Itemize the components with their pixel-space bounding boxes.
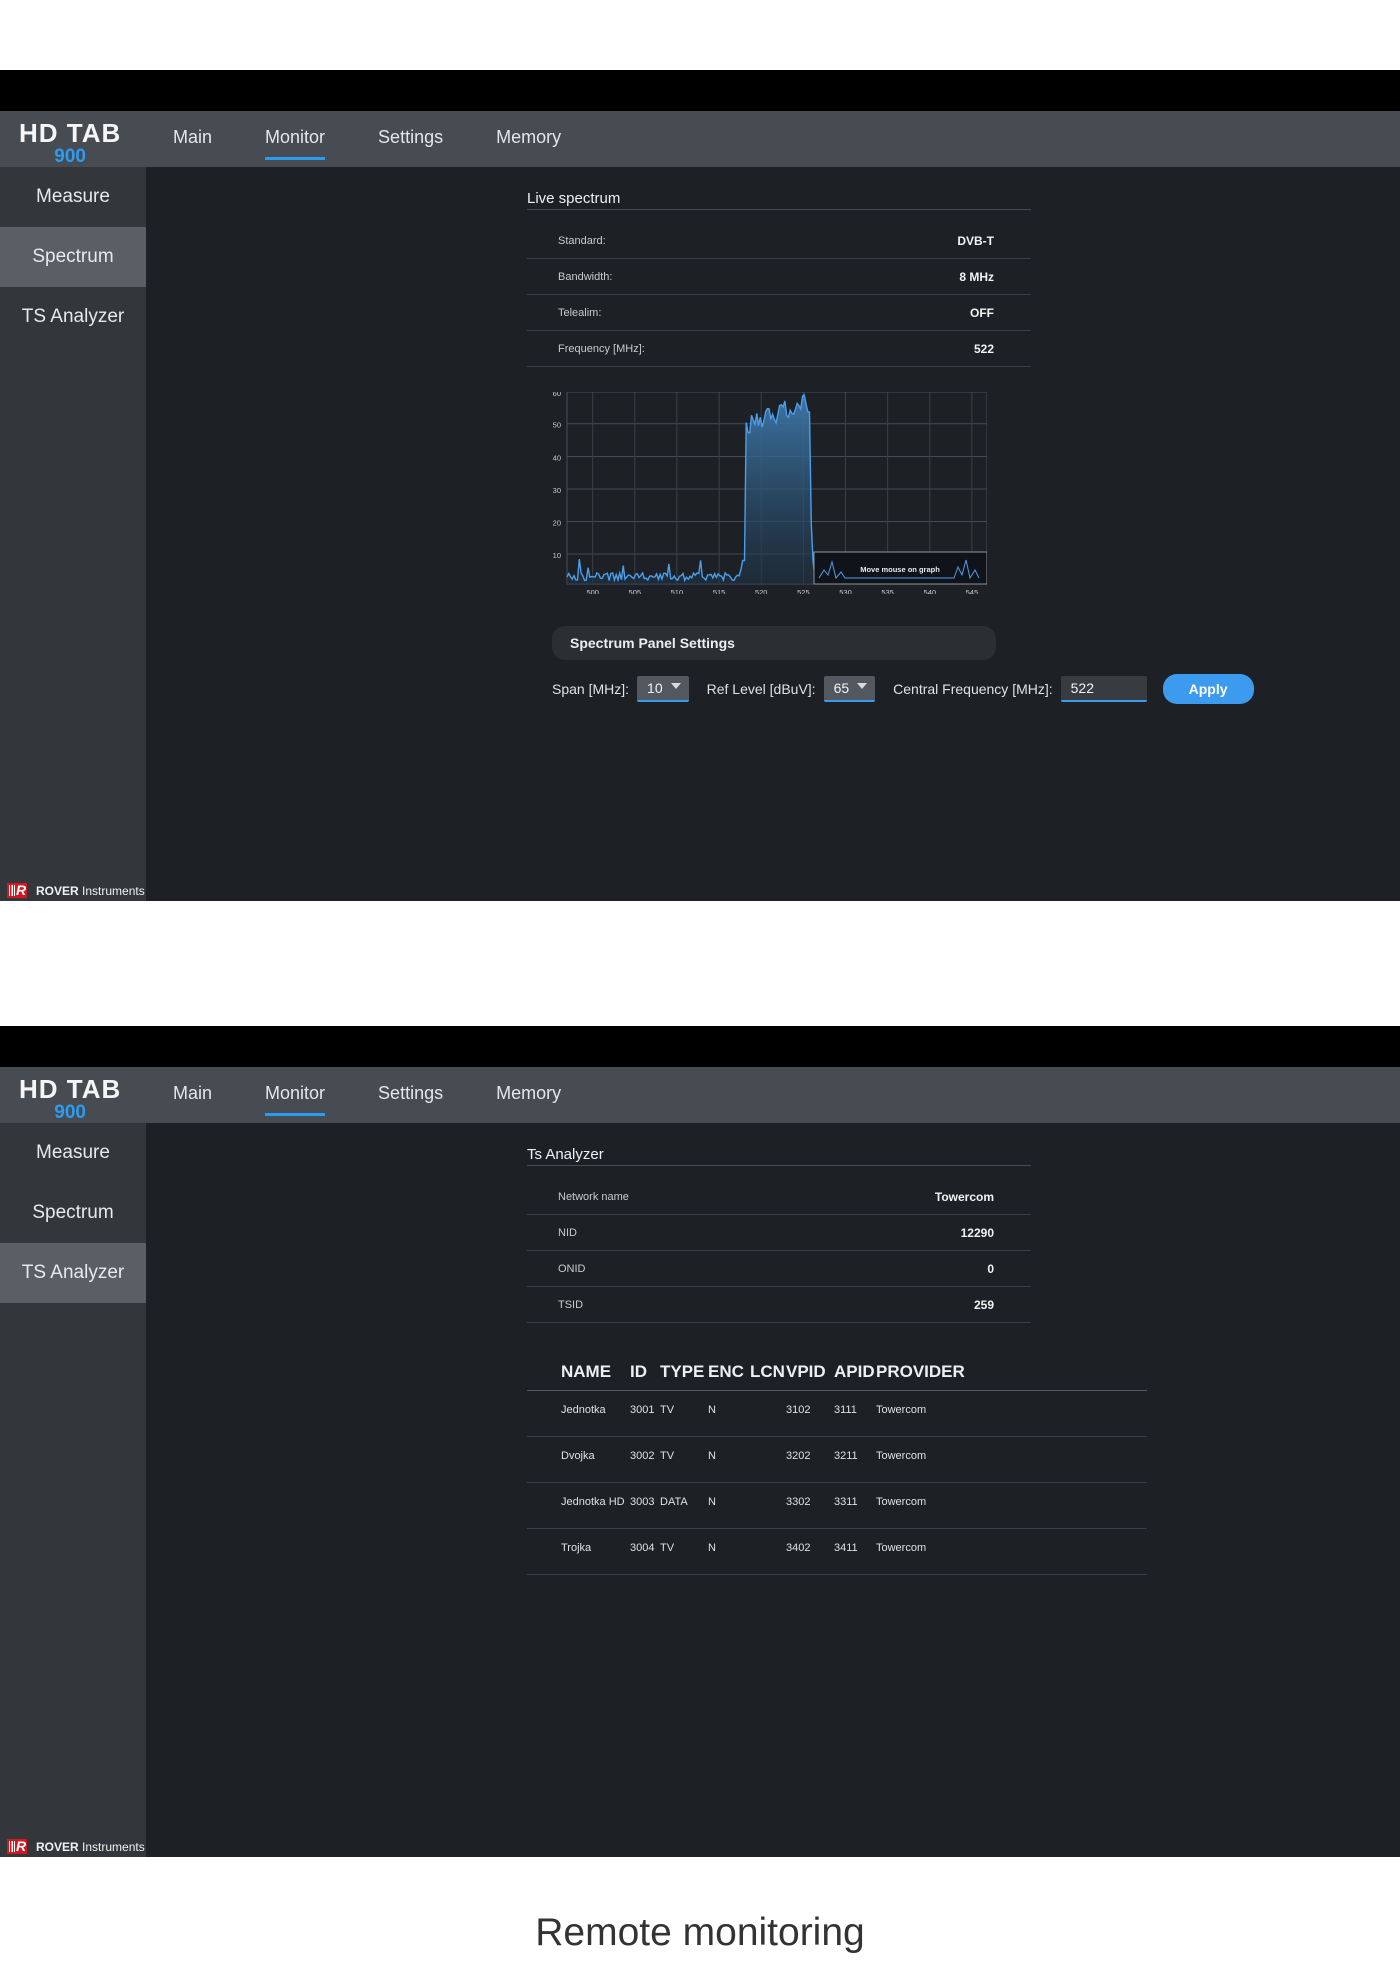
svg-text:40: 40 — [553, 454, 561, 463]
svg-text:520: 520 — [755, 588, 768, 594]
svg-text:515: 515 — [713, 588, 726, 594]
svg-text:525: 525 — [797, 588, 810, 594]
svg-text:540: 540 — [924, 588, 937, 594]
svg-text:500: 500 — [586, 588, 599, 594]
svg-text:50: 50 — [553, 421, 561, 430]
svg-text:535: 535 — [881, 588, 894, 594]
svg-text:510: 510 — [671, 588, 684, 594]
svg-text:505: 505 — [629, 588, 642, 594]
svg-text:30: 30 — [553, 486, 561, 495]
svg-text:530: 530 — [839, 588, 852, 594]
svg-text:545: 545 — [966, 588, 979, 594]
svg-text:60: 60 — [553, 392, 561, 398]
svg-text:10: 10 — [553, 551, 561, 560]
svg-text:Move mouse on graph: Move mouse on graph — [860, 565, 940, 574]
svg-text:20: 20 — [553, 519, 561, 528]
